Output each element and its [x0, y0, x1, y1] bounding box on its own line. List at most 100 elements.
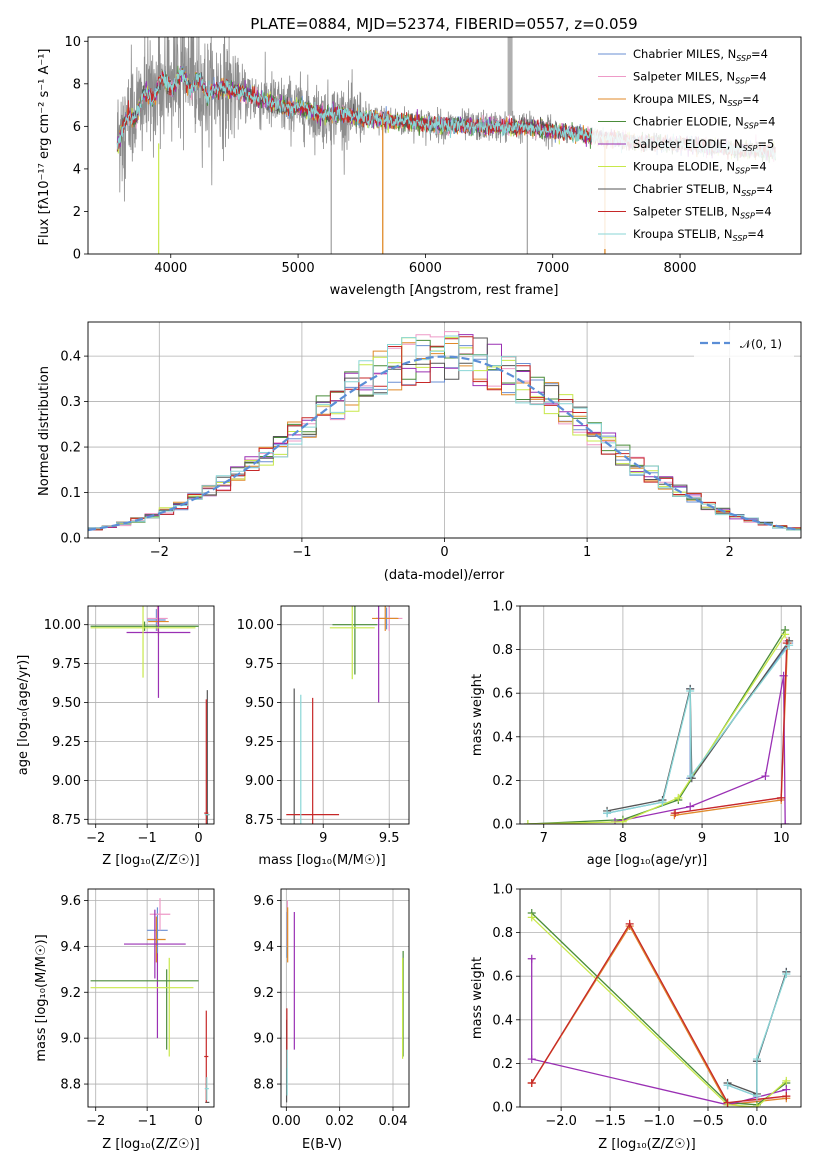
weight-point-kroupa_stelib: [785, 641, 794, 650]
x-tick-label: 2: [726, 545, 734, 560]
legend-suffix: =4: [747, 227, 764, 241]
weight-point-kroupa_stelib: [603, 809, 612, 818]
legend-subscript: SSP: [743, 144, 758, 153]
legend-suffix: =4: [742, 92, 759, 106]
x-tick-label: 8000: [663, 261, 696, 276]
y-tick-label: 8: [73, 77, 81, 92]
residuals-panel: −2 −1 0 1 2 0.0 0.1 0.2 0.3 0.4 𝒩(0, 1): [60, 321, 802, 560]
error-bars: [90, 898, 210, 1104]
y-tick-label: 9.4: [253, 940, 274, 955]
y-tick-label: 0.3: [60, 395, 81, 410]
legend-suffix: =5: [757, 137, 774, 151]
weight-lines: [523, 625, 794, 824]
wAge-xlabel: age [log₁₀(age/yr)]: [587, 853, 708, 868]
weight-vs-age-panel: 7 8 9 10 0.0 0.2 0.4 0.6 0.8 1.0: [492, 600, 802, 846]
y-tick-label: 0.1: [60, 486, 81, 501]
legend-suffix: =4: [756, 182, 773, 196]
weight-point-kroupa_elodie: [523, 820, 532, 824]
y-tick-label: 0.4: [492, 1013, 513, 1028]
chart-title: PLATE=0884, MJD=52374, FIBERID=0557, z=0…: [250, 15, 637, 33]
legend-entry: Chabrier ELODIE, NSSP=4: [633, 115, 775, 131]
y-tick-label: 0.0: [492, 818, 513, 833]
y-tick-label: 8.75: [52, 813, 81, 828]
weight-line-kroupa_stelib: [727, 973, 787, 1098]
weight-point-kroupa_elodie: [781, 630, 790, 639]
y-tick-label: 9.2: [253, 986, 274, 1001]
legend-subscript: SSP: [735, 77, 750, 86]
y-tick-label: 9.6: [60, 894, 81, 909]
residuals-xlabel: (data-model)/error: [384, 568, 505, 583]
weight-point-kroupa_elodie: [674, 793, 683, 802]
y-tick-label: 9.50: [52, 696, 81, 711]
legend-subscript: SSP: [728, 99, 743, 108]
legend-background: [694, 330, 794, 358]
error-bars: [286, 606, 403, 824]
weight-point-salpeter_stelib: [625, 919, 634, 928]
y-tick-label: 9.25: [52, 735, 81, 750]
x-tick-label: 8: [619, 831, 627, 846]
wZ-ylabel: mass weight: [470, 957, 485, 1039]
error-bars: [286, 900, 404, 1103]
y-tick-label: 9.00: [245, 774, 274, 789]
legend-entry: Salpeter STELIB, NSSP=4: [633, 205, 772, 221]
weight-point-kroupa_stelib: [752, 1055, 761, 1064]
x-tick-label: 0.00: [272, 1114, 301, 1129]
x-tick-label: −2.0: [545, 1114, 577, 1129]
wAge-ylabel: mass weight: [470, 674, 485, 756]
legend-entry: Chabrier MILES, NSSP=4: [633, 47, 768, 63]
weight-lines: [527, 908, 791, 1107]
y-tick-label: 0.6: [492, 970, 513, 985]
weight-point-kroupa_stelib: [658, 798, 667, 807]
legend-label: Kroupa MILES, N: [633, 92, 728, 106]
massZ-xlabel: Z [log₁₀(Z/Z☉)]: [102, 1137, 199, 1152]
spectrum-panel: 4000 5000 6000 7000 8000 0 2 4 6 8 10 Chabrier MILE…: [64, 35, 802, 276]
y-tick-label: 0.0: [60, 532, 81, 547]
ageZ-ylabel: age [log₁₀(age/yr)]: [16, 655, 31, 776]
residuals-ylabel: Normed distribution: [37, 366, 52, 496]
legend-entry: Kroupa MILES, NSSP=4: [633, 92, 759, 108]
x-tick-label: 0.02: [325, 1114, 354, 1129]
x-tick-label: 1: [583, 545, 591, 560]
y-tick-label: 9.50: [245, 696, 274, 711]
legend-label: Kroupa STELIB, N: [633, 227, 733, 241]
x-tick-label: −2: [86, 1114, 105, 1129]
y-tick-label: 0.2: [492, 774, 513, 789]
legend-label: Chabrier MILES, N: [633, 47, 736, 61]
x-tick-label: 0: [440, 545, 448, 560]
weight-point-salpeter_elodie: [527, 954, 536, 963]
y-tick-label: 9.4: [60, 940, 81, 955]
x-tick-label: −1.0: [643, 1114, 675, 1129]
x-tick-label: 6000: [409, 261, 442, 276]
y-tick-label: 10.00: [237, 618, 274, 633]
weight-point-kroupa_elodie: [752, 1103, 761, 1107]
x-tick-label: −1: [138, 1114, 157, 1129]
y-tick-label: 8.8: [60, 1078, 81, 1093]
y-tick-label: 10.00: [44, 618, 81, 633]
weight-point-kroupa_stelib: [723, 1081, 732, 1090]
y-tick-label: 9.6: [253, 894, 274, 909]
y-tick-label: 1.0: [492, 600, 513, 615]
legend-suffix: =4: [755, 205, 772, 219]
y-tick-label: 9.0: [60, 1032, 81, 1047]
axes-frame: [519, 605, 802, 825]
y-tick-label: 9.00: [52, 774, 81, 789]
legend-suffix: =4: [750, 160, 767, 174]
legend-background: [592, 44, 796, 249]
legend-entry: Chabrier STELIB, NSSP=4: [633, 182, 773, 198]
legend-suffix: =4: [759, 115, 776, 129]
y-tick-label: 4: [73, 162, 81, 177]
mass-vs-ebv-panel: 0.00 0.02 0.04 8.8 9.0 9.2 9.4 9.6: [253, 888, 410, 1129]
y-tick-label: 0.8: [492, 643, 513, 658]
mass-vs-metallicity-panel: −2 −1 0 8.8 9.0 9.2 9.4 9.6: [60, 888, 215, 1129]
legend-label: Salpeter ELODIE, N: [633, 137, 743, 151]
x-tick-label: 7: [540, 831, 548, 846]
spectrum-ylabel: Flux [fλ10⁻¹⁷ erg cm⁻² s⁻¹ A⁻¹]: [37, 49, 52, 246]
axes-frame: [280, 888, 410, 1108]
weight-point-salpeter_stelib: [527, 1079, 536, 1088]
x-tick-label: −2: [86, 831, 105, 846]
weight-point-salpeter_elodie: [761, 772, 770, 781]
x-tick-label: 5000: [282, 261, 315, 276]
normal-curve: [88, 355, 799, 532]
y-tick-label: 0: [73, 248, 81, 263]
